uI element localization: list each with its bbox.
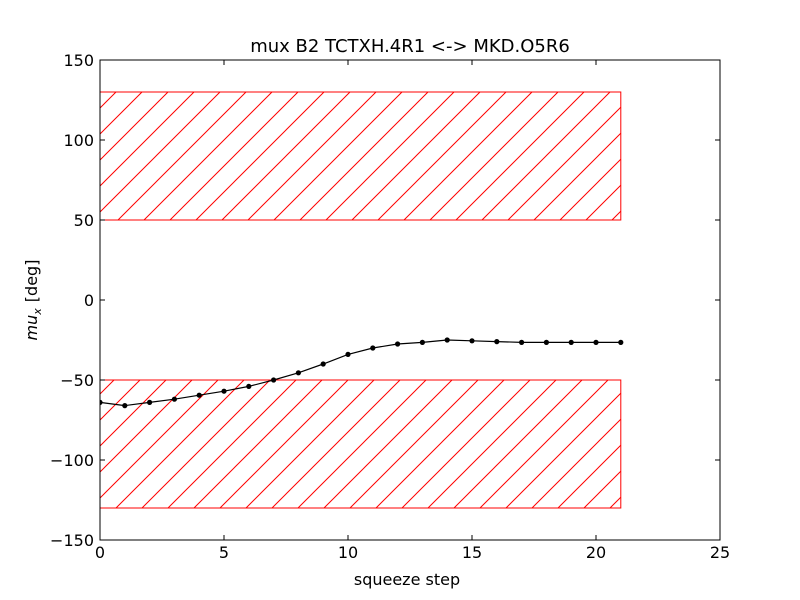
data-point bbox=[419, 339, 425, 345]
y-axis-label-sub: x bbox=[31, 308, 44, 316]
data-point bbox=[568, 339, 574, 345]
series-line-0 bbox=[100, 339, 621, 407]
series-layer bbox=[100, 337, 624, 409]
data-point bbox=[320, 361, 326, 367]
data-point bbox=[370, 345, 376, 351]
x-axis-ticks: 0 5 10 15 20 25 bbox=[95, 60, 730, 562]
y-tick-label: −100 bbox=[50, 451, 94, 470]
data-point bbox=[395, 341, 401, 347]
data-point bbox=[171, 396, 177, 402]
data-point bbox=[295, 370, 301, 376]
data-point bbox=[271, 377, 277, 383]
data-point bbox=[196, 392, 202, 398]
x-axis-label: squeeze step bbox=[354, 570, 460, 589]
data-point bbox=[519, 339, 525, 345]
y-tick-label: −150 bbox=[50, 531, 94, 550]
x-tick-label: 15 bbox=[462, 543, 482, 562]
data-point bbox=[147, 399, 153, 405]
data-point bbox=[469, 338, 475, 344]
hatched-band-0 bbox=[100, 91, 622, 221]
hatched-band-1 bbox=[100, 379, 622, 509]
x-tick-label: 25 bbox=[710, 543, 730, 562]
x-tick-label: 10 bbox=[338, 543, 358, 562]
data-point bbox=[593, 339, 599, 345]
data-point bbox=[444, 337, 450, 343]
data-point bbox=[543, 339, 550, 345]
data-point bbox=[618, 339, 624, 345]
y-tick-label: 150 bbox=[63, 51, 94, 70]
y-axis-ticks: −150 −100 −50 0 50 100 150 bbox=[50, 51, 720, 550]
y-axis-label-var: mu bbox=[22, 315, 41, 341]
y-tick-label: 0 bbox=[84, 291, 94, 310]
y-tick-label: −50 bbox=[60, 371, 94, 390]
y-axis-label-unit: [deg] bbox=[22, 260, 41, 303]
data-point bbox=[345, 351, 351, 357]
data-point bbox=[122, 403, 128, 409]
y-axis-label: mux [deg] bbox=[22, 260, 44, 341]
x-tick-label: 0 bbox=[95, 543, 105, 562]
x-tick-label: 5 bbox=[219, 543, 229, 562]
data-point bbox=[221, 388, 227, 394]
y-tick-label: 50 bbox=[74, 211, 94, 230]
hatched-bands bbox=[100, 91, 622, 509]
data-point bbox=[494, 339, 500, 345]
chart-title: mux B2 TCTXH.4R1 <-> MKD.O5R6 bbox=[250, 36, 570, 57]
x-tick-label: 20 bbox=[586, 543, 606, 562]
y-tick-label: 100 bbox=[63, 131, 94, 150]
data-point bbox=[246, 383, 252, 389]
data-point bbox=[100, 399, 103, 405]
